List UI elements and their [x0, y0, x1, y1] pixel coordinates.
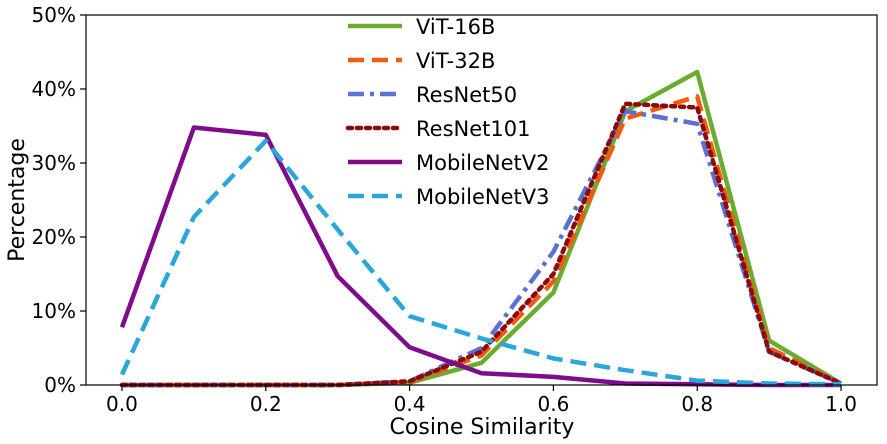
legend-label-mobilenetv3: MobileNetV3 [416, 185, 549, 209]
y-tick-label: 20% [32, 225, 76, 249]
legend-label-resnet50: ResNet50 [416, 83, 517, 107]
legend: ViT-16B ViT-32B ResNet50 ResNet101 MobileNet… [345, 15, 549, 209]
legend-label-vit-16b: ViT-16B [416, 15, 495, 39]
y-axis-ticks: 0% 10% 20% 30% 40% 50% [32, 3, 86, 397]
y-tick-label: 30% [32, 151, 76, 175]
y-tick-label: 0% [44, 373, 76, 397]
y-axis-label: Percentage [5, 138, 30, 262]
legend-label-resnet101: ResNet101 [416, 117, 530, 141]
y-tick-label: 50% [32, 3, 76, 27]
x-tick-label: 0.2 [250, 392, 282, 416]
x-tick-label: 0.0 [106, 392, 138, 416]
plot-frame [85, 14, 878, 386]
x-axis-label: Cosine Similarity [390, 415, 575, 440]
y-tick-label: 40% [32, 77, 76, 101]
y-tick-label: 10% [32, 299, 76, 323]
legend-label-vit-32b: ViT-32B [416, 49, 495, 73]
x-tick-label: 0.8 [681, 392, 713, 416]
x-tick-label: 1.0 [825, 392, 857, 416]
x-tick-label: 0.6 [538, 392, 570, 416]
x-axis-ticks: 0.0 0.2 0.4 0.6 0.8 1.0 [106, 385, 857, 416]
x-tick-label: 0.4 [394, 392, 426, 416]
series-line-mobilenetv3 [119, 138, 842, 387]
series-line-vit-32b [122, 94, 842, 388]
legend-label-mobilenetv2: MobileNetV2 [416, 151, 549, 175]
axes [85, 14, 878, 386]
